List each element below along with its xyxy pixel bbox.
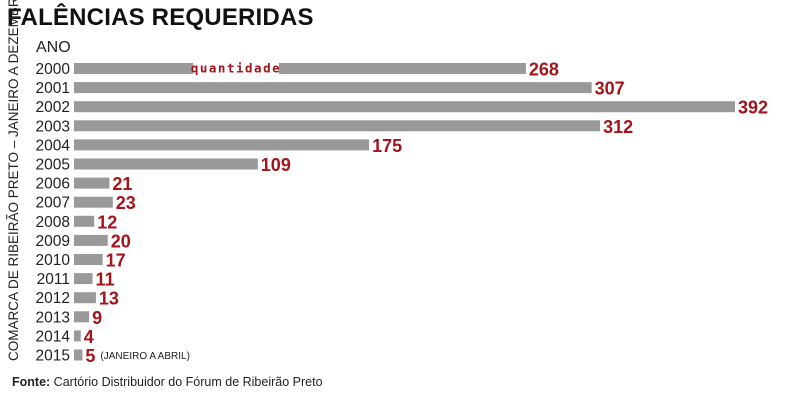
y-tick-label: 2012: [36, 290, 70, 307]
y-tick-label: 2001: [36, 80, 70, 97]
data-label: 392: [738, 98, 768, 118]
y-tick-label: 2013: [36, 309, 70, 326]
y-tick-label: 2007: [36, 195, 70, 212]
period-note: (JANEIRO A ABRIL): [100, 351, 189, 362]
y-axis-header: ANO: [36, 39, 71, 56]
source-label: Fonte:: [12, 375, 51, 389]
y-tick-label: 2002: [36, 99, 70, 116]
y-tick-label: 2004: [36, 137, 71, 154]
data-label: 4: [84, 327, 94, 347]
data-label: 21: [112, 174, 132, 194]
data-label: 20: [111, 231, 131, 251]
bar: [74, 292, 96, 304]
data-label: 13: [99, 289, 119, 309]
series-label-gap: [193, 61, 279, 76]
data-label: 12: [97, 212, 117, 232]
source-note: Fonte: Cartório Distribuidor do Fórum de…: [12, 375, 323, 389]
data-label: 23: [116, 193, 136, 213]
data-label: 11: [96, 270, 115, 290]
y-tick-label: 2006: [36, 176, 70, 193]
bar: [74, 158, 258, 170]
y-tick-label: 2003: [36, 118, 70, 135]
data-label: 307: [595, 79, 625, 99]
bar: [74, 234, 108, 246]
data-label: 175: [372, 136, 402, 156]
data-label: 268: [529, 60, 559, 80]
y-tick-label: 2008: [36, 214, 70, 231]
bar: [74, 63, 526, 74]
bar: [74, 215, 95, 227]
y-tick-label: 2010: [36, 252, 71, 269]
bar: [74, 349, 83, 361]
bar: [74, 273, 93, 285]
data-label: 5: [85, 346, 95, 366]
bar: [74, 254, 103, 265]
series-label: quantidade: [191, 61, 281, 76]
y-tick-label: 2014: [36, 328, 71, 345]
bar: [74, 139, 370, 151]
data-label: 312: [603, 117, 633, 137]
y-tick-label: 2011: [37, 271, 70, 288]
bar: [74, 82, 592, 94]
bars-group: 2000 268 quantidade 2001 307 2002 392 2003 312 20…: [36, 60, 769, 367]
bar: [74, 177, 110, 189]
chart-title: FALÊNCIAS REQUERIDAS: [7, 4, 314, 31]
bar: [74, 101, 735, 113]
bar: [74, 196, 113, 208]
y-tick-label: 2000: [36, 61, 71, 78]
y-axis-label: COMARCA DE RIBEIRÃO PRETO – JANEIRO A DE…: [6, 0, 21, 361]
y-tick-label: 2015: [36, 348, 70, 365]
y-tick-label: 2009: [36, 233, 70, 250]
data-label: 109: [261, 155, 291, 175]
bar: [74, 120, 601, 132]
bar: [74, 330, 81, 342]
data-label: 17: [106, 251, 126, 271]
source-text: Cartório Distribuidor do Fórum de Ribeir…: [53, 375, 323, 389]
bar: [74, 311, 90, 323]
y-tick-label: 2005: [36, 157, 70, 174]
data-label: 9: [92, 308, 102, 328]
